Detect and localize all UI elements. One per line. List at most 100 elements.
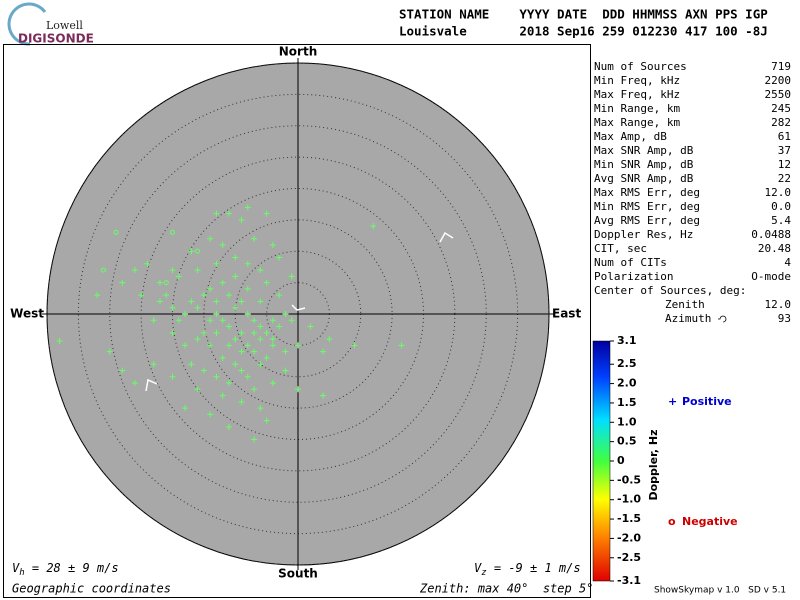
source-positive xyxy=(219,354,226,361)
stat-label: Avg RMS Err, deg xyxy=(594,214,700,227)
stat-value: 0.0 xyxy=(771,200,791,213)
source-positive xyxy=(257,323,264,330)
source-positive xyxy=(238,367,245,374)
source-positive xyxy=(320,392,327,399)
source-positive xyxy=(200,329,207,336)
source-positive xyxy=(232,273,239,280)
vh-symbol: V xyxy=(12,561,20,575)
source-positive xyxy=(194,304,201,311)
source-positive xyxy=(131,267,138,274)
source-positive xyxy=(169,267,176,274)
source-positive xyxy=(263,417,270,424)
stat-value: 4 xyxy=(784,256,791,269)
center-label: Zenith xyxy=(665,298,705,311)
source-positive xyxy=(131,380,138,387)
stat-value: 61 xyxy=(778,130,791,143)
stat-value: O-mode xyxy=(751,270,791,283)
header-labels: STATION NAME YYYY DATE DDD HHMMSS AXN PP… xyxy=(399,7,768,22)
source-positive xyxy=(213,329,220,336)
source-positive xyxy=(244,204,251,211)
source-positive xyxy=(194,267,201,274)
source-positive xyxy=(150,317,157,324)
source-positive xyxy=(219,317,226,324)
source-positive xyxy=(207,235,214,242)
source-positive xyxy=(295,342,301,349)
stat-label: Avg SNR Amp, dB xyxy=(594,172,694,185)
source-positive xyxy=(232,254,239,261)
stat-value: 12 xyxy=(778,158,791,171)
stat-value: 2200 xyxy=(765,74,792,87)
vz-value: = -9 ± 1 m/s xyxy=(487,561,581,575)
vz-sub: z xyxy=(481,568,486,578)
source-positive xyxy=(119,279,126,286)
source-positive xyxy=(276,323,283,330)
version-note: ShowSkymap v 1.0 SD v 5.1 xyxy=(654,586,786,596)
source-positive xyxy=(169,304,176,311)
source-positive xyxy=(156,279,163,286)
source-positive xyxy=(213,311,220,317)
stat-label: Polarization xyxy=(594,270,673,283)
source-positive xyxy=(207,285,214,292)
source-positive xyxy=(188,361,195,368)
source-positive xyxy=(269,342,276,349)
source-positive xyxy=(370,223,377,230)
source-positive xyxy=(251,386,258,393)
stat-value: 2550 xyxy=(765,88,792,101)
direction-marker xyxy=(439,231,454,243)
source-positive xyxy=(276,254,283,261)
source-negative xyxy=(170,229,175,235)
vh-value: = 28 ± 9 m/s xyxy=(25,561,119,575)
east-label: East xyxy=(552,307,581,321)
direction-marker xyxy=(291,304,306,311)
center-value: 93 xyxy=(778,312,791,325)
stat-value: 0.0488 xyxy=(751,228,791,241)
legend-label: Positive xyxy=(682,395,732,408)
center-label: Azimuth xyxy=(665,312,711,325)
source-positive xyxy=(257,361,264,368)
source-positive xyxy=(156,298,163,305)
source-positive xyxy=(225,380,232,387)
legend: + Positive o Negative xyxy=(668,395,738,528)
source-positive xyxy=(351,342,358,349)
source-positive xyxy=(194,386,201,393)
source-positive xyxy=(282,348,289,355)
source-positive xyxy=(232,304,239,311)
colorbar-tick-label: 0.5 xyxy=(617,435,637,448)
azimuth-icon xyxy=(718,315,727,323)
stat-label: CIT, sec xyxy=(594,242,647,255)
source-positive xyxy=(56,337,63,344)
source-positive xyxy=(219,392,226,399)
vz-symbol: V xyxy=(474,561,482,575)
stat-value: 719 xyxy=(771,60,791,73)
source-positive xyxy=(194,336,201,343)
stat-value: 5.4 xyxy=(771,214,791,227)
stat-value: 245 xyxy=(771,102,791,115)
vh-sub: h xyxy=(19,568,24,578)
source-negative xyxy=(195,248,201,254)
source-positive xyxy=(263,279,270,286)
south-label: South xyxy=(278,567,318,581)
colorbar-tick-label: 2.5 xyxy=(617,357,637,370)
stat-label: Num of CITs xyxy=(594,256,667,269)
source-positive xyxy=(238,398,245,405)
colorbar-tick-label: 1.0 xyxy=(617,415,637,428)
source-positive xyxy=(238,348,245,355)
west-label: West xyxy=(10,307,44,321)
source-positive xyxy=(251,436,258,443)
source-positive xyxy=(251,235,258,242)
source-positive xyxy=(244,342,251,349)
source-positive xyxy=(119,367,126,374)
colorbar-tick-label: -1.5 xyxy=(617,512,641,525)
colorbar-label: Doppler, Hz xyxy=(647,429,660,500)
source-positive xyxy=(244,373,251,380)
stat-label: Max Range, km xyxy=(594,116,680,129)
source-positive xyxy=(238,298,245,305)
source-negative xyxy=(100,267,106,273)
source-positive xyxy=(175,317,182,324)
coords-note: Geographic coordinates xyxy=(12,582,171,596)
source-positive xyxy=(175,273,182,280)
legend-marker: + xyxy=(668,395,677,408)
colorbar-tick-label: -2.0 xyxy=(617,531,641,544)
source-positive xyxy=(169,373,176,380)
stat-value: 12.0 xyxy=(765,186,792,199)
